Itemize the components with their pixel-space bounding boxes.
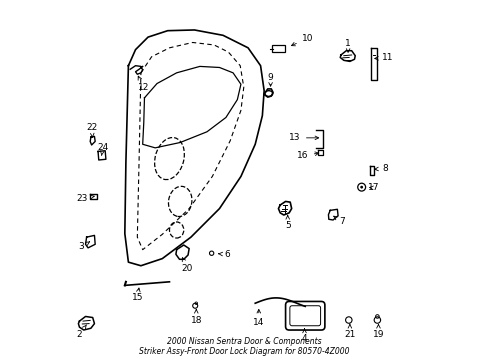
Text: 20: 20: [181, 258, 193, 273]
Text: 13: 13: [289, 133, 318, 142]
Text: 17: 17: [367, 183, 379, 192]
Text: 2000 Nissan Sentra Door & Components
Striker Assy-Front Door Lock Diagram for 80: 2000 Nissan Sentra Door & Components Str…: [139, 337, 349, 356]
Text: 24: 24: [97, 143, 108, 155]
Text: 2: 2: [77, 325, 86, 339]
Text: 19: 19: [372, 324, 384, 339]
Text: 11: 11: [374, 53, 393, 62]
Text: 3: 3: [79, 242, 89, 251]
Text: 6: 6: [218, 250, 229, 259]
Text: 9: 9: [267, 73, 273, 86]
Text: 12: 12: [138, 76, 149, 92]
Text: 14: 14: [253, 310, 264, 327]
Text: 16: 16: [297, 151, 318, 160]
Text: 5: 5: [285, 215, 290, 230]
Text: 22: 22: [86, 123, 97, 137]
Ellipse shape: [360, 186, 363, 189]
Text: 23: 23: [77, 194, 94, 203]
Text: 1: 1: [345, 39, 350, 52]
Text: 7: 7: [333, 216, 344, 226]
Text: 15: 15: [131, 288, 143, 302]
Text: 10: 10: [291, 34, 312, 46]
Text: 4: 4: [301, 329, 306, 343]
Text: 18: 18: [190, 310, 202, 324]
Text: 21: 21: [344, 324, 355, 339]
Text: 8: 8: [374, 164, 387, 173]
